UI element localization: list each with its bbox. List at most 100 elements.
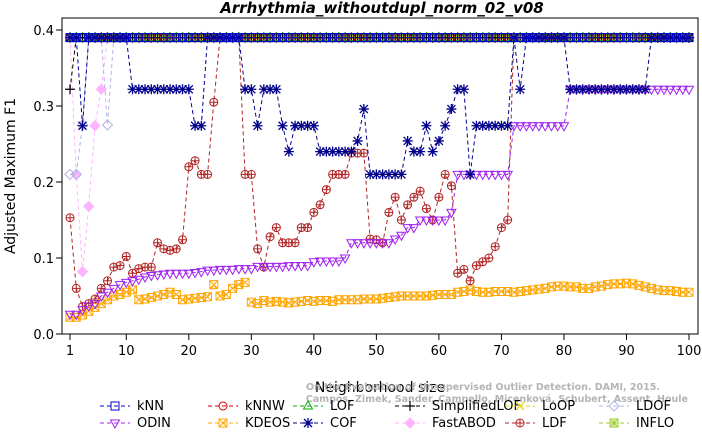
- data-point-knn: [196, 33, 206, 43]
- legend-item-cof: COF: [293, 416, 357, 431]
- data-point-kdeos: [171, 289, 181, 299]
- series-line-odin: [70, 88, 689, 315]
- data-point-odin: [477, 170, 489, 181]
- data-point-cof: [346, 146, 357, 157]
- data-point-knn: [159, 33, 169, 43]
- data-point-knn: [403, 33, 413, 43]
- data-point-odin: [433, 216, 445, 227]
- plot-area-frame: [61, 17, 699, 335]
- data-point-knn: [128, 33, 138, 43]
- data-point-knn: [296, 33, 306, 43]
- x-tick-label: 50: [368, 344, 385, 359]
- data-point-ldf: [96, 283, 106, 293]
- data-point-knn: [621, 33, 631, 43]
- series-line-ldof: [70, 37, 689, 175]
- data-point-ldf: [265, 232, 275, 242]
- data-point-knn: [596, 33, 606, 43]
- data-point-odin: [664, 85, 676, 96]
- data-point-knn: [109, 33, 119, 43]
- legend-marker-knnw: [218, 401, 228, 411]
- data-point-odin: [371, 239, 382, 249]
- data-point-odin: [314, 257, 326, 268]
- data-point-knn: [428, 33, 438, 43]
- data-point-odin: [264, 262, 276, 273]
- legend-item-knnw: kNNW: [208, 399, 285, 414]
- data-point-odin: [489, 170, 501, 181]
- legend-label: LDF: [542, 416, 567, 431]
- data-point-odin: [177, 269, 188, 280]
- data-point-ldof: [101, 119, 114, 131]
- data-point-cof: [483, 120, 494, 131]
- data-point-cof: [571, 84, 582, 95]
- data-point-ldf: [384, 207, 394, 217]
- data-point-cof: [583, 84, 594, 95]
- data-point-ldf: [315, 200, 325, 210]
- data-point-cof: [171, 84, 182, 95]
- data-point-odin: [183, 269, 195, 280]
- data-point-knn: [234, 33, 244, 43]
- data-point-cof: [515, 84, 526, 95]
- data-point-cof: [383, 169, 394, 180]
- data-point-knn: [371, 33, 381, 43]
- data-point-odin: [295, 262, 307, 272]
- data-point-ldf: [146, 262, 156, 272]
- data-point-odin: [333, 257, 345, 268]
- series-line-simplifiedlof: [69, 37, 689, 90]
- data-point-cof: [627, 84, 638, 95]
- data-point-knn: [671, 33, 681, 43]
- data-point-kdeos: [209, 280, 219, 290]
- data-point-cof: [427, 146, 438, 157]
- data-point-cof: [127, 84, 138, 95]
- data-point-ldf: [115, 261, 125, 271]
- data-point-knn: [240, 33, 250, 43]
- data-point-simplifiedlof: [65, 84, 75, 95]
- data-point-cof: [340, 146, 351, 157]
- data-point-knn: [528, 33, 538, 43]
- data-point-kdeos: [165, 287, 175, 297]
- data-point-odin: [208, 266, 220, 277]
- data-point-odin: [189, 268, 201, 279]
- data-point-ldf: [203, 169, 213, 179]
- data-point-kdeos: [159, 289, 169, 299]
- data-point-cof: [333, 146, 344, 157]
- data-point-odin: [458, 170, 470, 181]
- data-point-odin: [320, 257, 332, 268]
- data-point-knn: [665, 33, 675, 43]
- data-point-cof: [271, 84, 282, 95]
- data-point-ldf: [71, 283, 81, 293]
- data-point-cof: [315, 146, 326, 157]
- data-point-knn: [584, 33, 594, 43]
- data-point-knn: [115, 33, 125, 43]
- data-point-odin: [77, 306, 88, 316]
- data-point-knn: [140, 33, 150, 43]
- data-point-cof: [440, 120, 451, 131]
- data-point-knn: [453, 33, 463, 43]
- x-tick-label: 20: [181, 344, 198, 359]
- data-point-odin: [652, 85, 664, 96]
- data-point-ldf: [340, 169, 350, 179]
- data-point-knn: [534, 33, 544, 43]
- data-point-cof: [177, 84, 188, 95]
- data-point-knn: [90, 33, 100, 43]
- data-point-knn: [446, 33, 456, 43]
- data-point-knn: [659, 33, 669, 43]
- data-point-odin: [239, 265, 251, 275]
- data-point-odin: [452, 170, 464, 181]
- data-point-ldf: [209, 97, 219, 107]
- data-point-cof: [308, 120, 319, 131]
- legend-item-lof: LOF: [293, 399, 355, 414]
- data-point-odin: [439, 216, 451, 227]
- data-point-odin: [658, 85, 670, 96]
- data-point-kdeos: [240, 277, 250, 287]
- data-point-fastabod: [76, 265, 89, 278]
- data-point-knn: [521, 33, 531, 43]
- data-point-cof: [652, 32, 663, 43]
- data-point-odin: [95, 292, 107, 303]
- data-point-odin: [552, 122, 564, 132]
- data-point-knn: [96, 33, 106, 43]
- data-point-cof: [290, 120, 301, 131]
- data-point-knn: [646, 33, 656, 43]
- data-point-odin: [558, 122, 570, 132]
- legend-label: SimplifiedLOF: [432, 399, 521, 414]
- data-point-odin: [327, 257, 338, 268]
